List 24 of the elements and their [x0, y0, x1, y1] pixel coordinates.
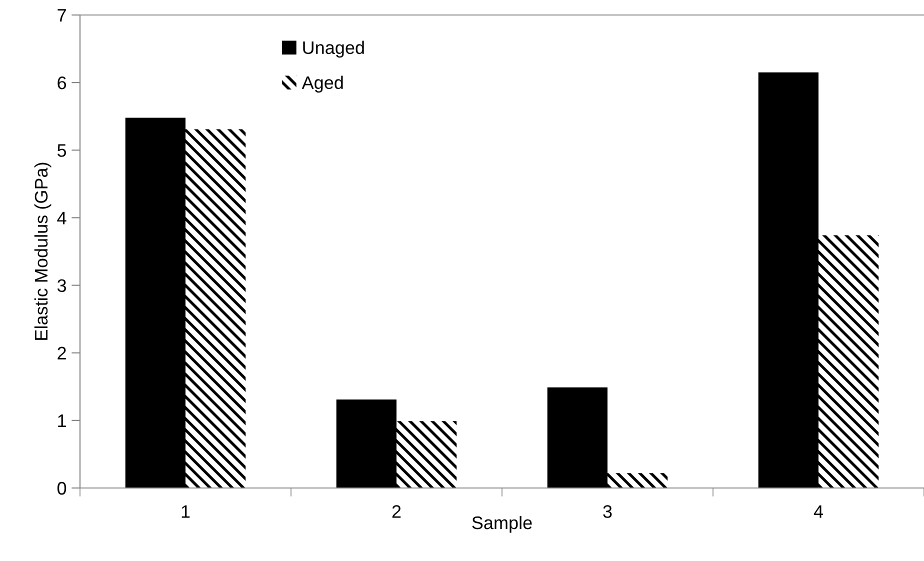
- x-tick-label: 2: [392, 505, 401, 518]
- bar: [125, 118, 186, 488]
- x-tick-label: 3: [603, 505, 612, 518]
- bar: [336, 399, 396, 488]
- y-tick-label: 6: [58, 76, 66, 90]
- legend-label: Aged: [302, 76, 343, 93]
- bar: [396, 421, 457, 488]
- x-tick-label: 1: [182, 505, 190, 518]
- x-tick-label: 4: [814, 505, 823, 518]
- y-tick-label: 7: [58, 9, 66, 22]
- bar: [758, 72, 818, 488]
- y-axis-title: Elastic Modulus (GPa): [34, 162, 52, 340]
- bar: [547, 387, 608, 488]
- bar: [818, 235, 879, 488]
- x-axis-title: Sample: [472, 516, 532, 533]
- y-tick-label: 4: [57, 212, 66, 224]
- y-tick-label: 3: [57, 279, 66, 292]
- bar: [608, 473, 668, 488]
- y-tick-label: 1: [58, 414, 66, 427]
- y-tick-label: 0: [57, 482, 66, 495]
- legend-label: Unaged: [303, 40, 364, 58]
- bar: [186, 129, 246, 488]
- y-tick-label: 2: [58, 346, 66, 360]
- y-tick-label: 5: [57, 144, 66, 157]
